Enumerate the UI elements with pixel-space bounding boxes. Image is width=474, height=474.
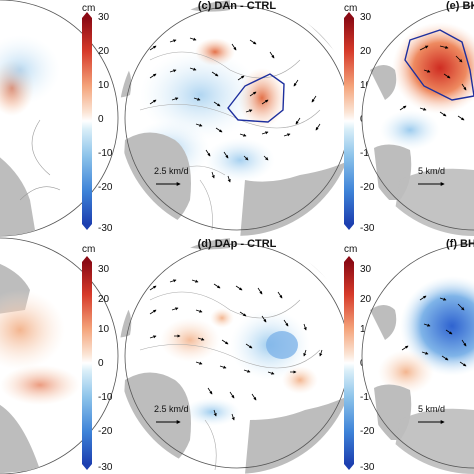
cb-top-tick-10: 10 [98,80,110,91]
cb-top-tick-30: 30 [98,12,110,23]
panel-d-scale: 2.5 km/d [154,404,189,424]
panel-f-title: (f) BH [446,238,474,250]
panel-f-scale-label: 5 km/d [418,404,445,414]
panel-d-title: (d) DAp - CTRL [198,238,277,250]
cb-rb-tick-20: 20 [360,294,372,305]
panel-c-region-outline [227,73,285,123]
panel-c-scale: 2.5 km/d [154,166,189,186]
cb-bottom-tick-m30: -30 [98,462,113,473]
cb-top-tick-20: 20 [98,46,110,57]
panel-c: (c) DAn - CTRL 2.5 km/d [119,0,350,236]
colorbar-right-bottom-unit: cm [344,244,357,255]
cb-bottom-tick-0: 0 [98,358,104,369]
colorbar-right-top-unit: cm [344,3,357,14]
cb-bottom-tick-m10: -10 [98,392,113,403]
colorbar-top: cm 30 20 10 0 -10 -20 -30 [82,3,113,234]
cb-top-tick-m30: -30 [98,223,113,234]
cb-bottom-tick-30: 30 [98,264,110,275]
cb-bottom-tick-m20: -20 [98,426,113,437]
colorbar-bottom-ticks: 30 20 10 0 -10 -20 -30 [98,264,113,473]
cb-rt-tick-m30: -30 [360,223,375,234]
colorbar-top-unit: cm [82,3,95,14]
cb-top-tick-m10: -10 [98,148,113,159]
panel-a-partial [0,0,119,237]
colorbar-bottom: cm 30 20 10 0 -10 -20 -30 [82,244,113,473]
panel-e-region-outline [404,29,474,101]
colorbar-top-ticks: 30 20 10 0 -10 -20 -30 [98,12,113,234]
panel-c-title: (c) DAn - CTRL [198,0,276,12]
panel-d-scale-label: 2.5 km/d [154,404,189,414]
cb-top-tick-m20: -20 [98,182,113,193]
panel-e-scale-label: 5 km/d [418,166,445,176]
panel-e-scale: 5 km/d [418,166,445,186]
panel-f-scale: 5 km/d [418,404,445,424]
panel-d: (d) DAp - CTRL 2.5 km/d [119,238,350,474]
cb-rt-tick-20: 20 [360,46,372,57]
cb-bottom-tick-20: 20 [98,294,110,305]
panel-f-partial: (f) BH 5 km/d [361,238,474,474]
cb-rt-tick-10: 10 [360,80,372,91]
cb-rb-tick-30: 30 [360,264,372,275]
cb-rb-tick-m20: -20 [360,426,375,437]
cb-rb-tick-m30: -30 [360,462,375,473]
panel-e-partial: (e) BH 5 km/d [361,0,474,236]
cb-bottom-tick-10: 10 [98,324,110,335]
panel-e-title: (e) BH [446,0,474,12]
cb-rt-tick-m20: -20 [360,182,375,193]
cb-rb-tick-m10: -10 [360,392,375,403]
colorbar-bottom-unit: cm [82,244,95,255]
panel-c-scale-label: 2.5 km/d [154,166,189,176]
cb-top-tick-0: 0 [98,114,104,125]
cb-rt-tick-30: 30 [360,12,372,23]
